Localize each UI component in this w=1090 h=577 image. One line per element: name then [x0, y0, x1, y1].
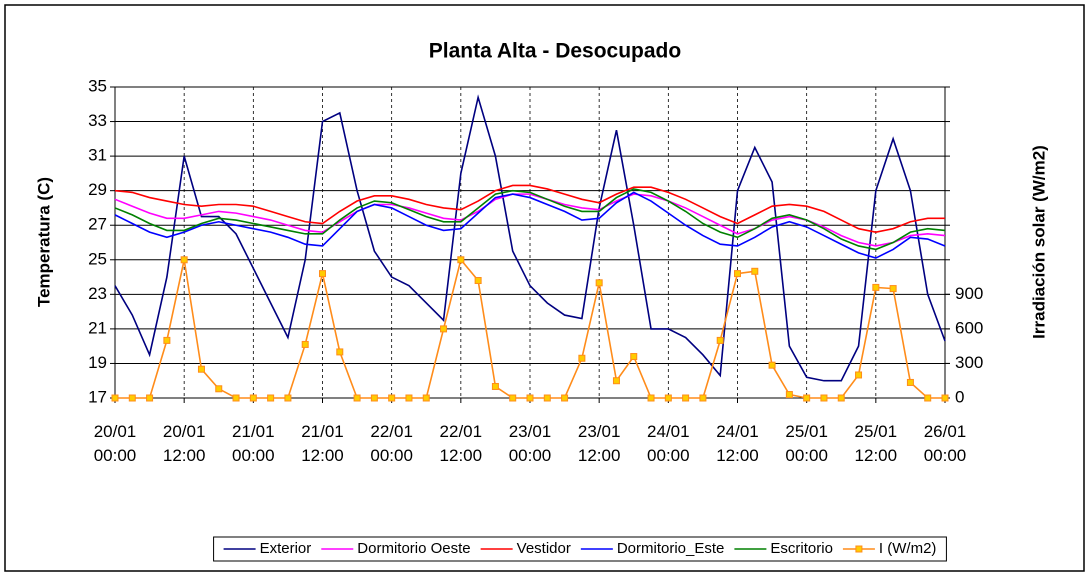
y2-tick-label: 300: [955, 353, 983, 372]
series-marker: [388, 394, 396, 402]
chart-title: Planta Alta - Desocupado: [429, 40, 681, 63]
legend-label: Dormitorio Oeste: [357, 540, 470, 557]
y2-tick-label: 600: [955, 318, 983, 337]
series-marker: [768, 361, 776, 369]
y2-tick-label: 0: [955, 387, 964, 406]
series-marker: [906, 378, 914, 386]
x-tick-label: 24/01 00:00: [647, 422, 690, 465]
y-tick-label: 19: [88, 353, 107, 372]
series-marker: [422, 394, 430, 402]
y-tick-label: 23: [88, 284, 107, 303]
series-marker: [682, 394, 690, 402]
series-marker: [267, 394, 275, 402]
series-marker: [128, 394, 136, 402]
y2-axis-label: Irradiación solar (W/m2): [1029, 145, 1048, 339]
y-tick-label: 33: [88, 111, 107, 130]
y-tick-label: 25: [88, 249, 107, 268]
series-marker: [249, 394, 257, 402]
x-tick-label: 22/01 12:00: [439, 422, 483, 465]
series-marker: [647, 394, 655, 402]
series-marker: [837, 394, 845, 402]
series-marker: [595, 279, 603, 287]
series-marker: [630, 353, 638, 361]
series-marker: [855, 371, 863, 379]
series-marker: [163, 336, 171, 344]
series-line: [114, 191, 946, 259]
series-marker: [440, 325, 448, 333]
y-tick-label: 27: [88, 215, 107, 234]
series-marker: [301, 340, 309, 348]
x-tick-label: 25/01 00:00: [785, 422, 828, 465]
y-tick-label: 29: [88, 180, 107, 199]
series-marker: [612, 377, 620, 385]
x-tick-label: 24/01 12:00: [716, 422, 759, 465]
series-marker: [370, 394, 378, 402]
series-marker: [319, 270, 326, 278]
y-tick-label: 31: [88, 146, 107, 165]
series-marker: [751, 267, 759, 275]
y-axis-label: Temperatura (C): [34, 177, 53, 307]
x-tick-label: 21/01 12:00: [301, 422, 344, 465]
series-marker: [146, 394, 154, 402]
y-tick-label: 35: [88, 76, 107, 95]
series-marker: [785, 391, 793, 399]
series-marker: [664, 394, 672, 402]
series-marker: [111, 394, 119, 402]
series-marker: [197, 365, 205, 373]
series-marker: [509, 394, 517, 402]
series-marker: [284, 394, 292, 402]
x-tick-label: 23/01 12:00: [577, 422, 621, 465]
x-tick-label: 22/01 00:00: [370, 422, 413, 465]
series-marker: [353, 394, 361, 402]
series-marker: [232, 394, 240, 402]
x-tick-label: 20/01 12:00: [162, 422, 206, 465]
y-tick-label: 21: [88, 318, 107, 337]
series-marker: [457, 256, 465, 264]
series-marker: [405, 394, 413, 402]
x-tick-label: 21/01 00:00: [232, 422, 275, 465]
series-marker: [491, 382, 499, 390]
series-marker: [734, 270, 741, 278]
x-tick-label: 20/01 00:00: [93, 422, 137, 465]
legend-label: Exterior: [260, 540, 312, 557]
x-tick-label: 25/01 12:00: [854, 422, 898, 465]
legend: Exterior Dormitorio Oeste Vestidor Dormitor…: [213, 536, 947, 562]
series-marker: [716, 336, 724, 344]
legend-label: Escritorio: [770, 540, 833, 557]
series-marker: [803, 394, 811, 402]
series-marker: [578, 354, 586, 362]
series-marker: [820, 394, 828, 402]
series-marker: [543, 394, 551, 402]
legend-label: I (W/m2): [879, 540, 937, 557]
legend-marker: [855, 545, 863, 553]
series-line: [114, 94, 946, 382]
series-marker: [474, 277, 482, 285]
series-marker: [699, 394, 707, 402]
series-marker: [889, 285, 897, 293]
series-marker: [941, 394, 949, 402]
series-marker: [872, 283, 880, 291]
x-tick-label: 26/01 00:00: [923, 422, 967, 465]
series-marker: [180, 256, 188, 264]
series-marker: [215, 385, 223, 393]
legend-label: Dormitorio_Este: [617, 540, 725, 557]
series-marker: [924, 394, 932, 402]
series-line: [114, 184, 945, 233]
series-marker: [526, 394, 534, 402]
series-line: [114, 188, 946, 251]
y2-tick-label: 900: [955, 284, 983, 303]
series-marker: [336, 348, 344, 356]
y-tick-label: 17: [88, 387, 107, 406]
legend-label: Vestidor: [517, 540, 571, 557]
series-marker: [561, 394, 569, 402]
x-tick-label: 23/01 00:00: [508, 422, 552, 465]
